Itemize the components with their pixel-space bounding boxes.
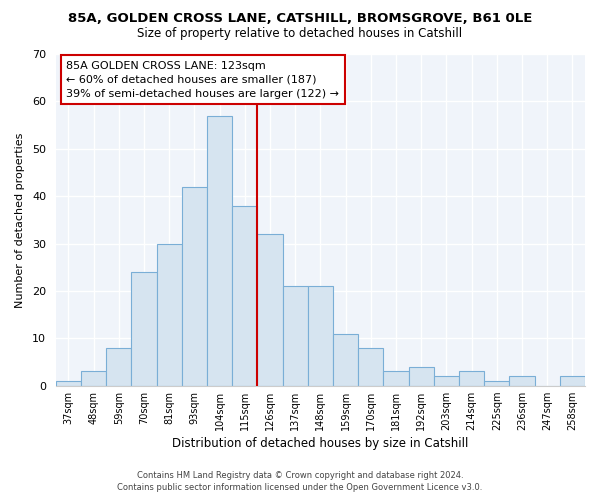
Bar — [106, 348, 131, 386]
Text: 85A GOLDEN CROSS LANE: 123sqm
← 60% of detached houses are smaller (187)
39% of : 85A GOLDEN CROSS LANE: 123sqm ← 60% of d… — [67, 60, 340, 98]
Bar — [157, 244, 182, 386]
Bar — [509, 376, 535, 386]
Bar — [333, 334, 358, 386]
Bar — [182, 186, 207, 386]
Bar — [257, 234, 283, 386]
Text: 85A, GOLDEN CROSS LANE, CATSHILL, BROMSGROVE, B61 0LE: 85A, GOLDEN CROSS LANE, CATSHILL, BROMSG… — [68, 12, 532, 26]
Text: Size of property relative to detached houses in Catshill: Size of property relative to detached ho… — [137, 28, 463, 40]
Bar — [131, 272, 157, 386]
Bar — [383, 372, 409, 386]
Text: Contains HM Land Registry data © Crown copyright and database right 2024.
Contai: Contains HM Land Registry data © Crown c… — [118, 471, 482, 492]
Bar — [56, 381, 81, 386]
Bar — [81, 372, 106, 386]
Bar — [358, 348, 383, 386]
Bar — [232, 206, 257, 386]
Y-axis label: Number of detached properties: Number of detached properties — [15, 132, 25, 308]
Bar — [283, 286, 308, 386]
Bar — [207, 116, 232, 386]
Bar — [434, 376, 459, 386]
Bar — [560, 376, 585, 386]
Bar — [409, 366, 434, 386]
Bar — [308, 286, 333, 386]
Bar — [484, 381, 509, 386]
Bar — [459, 372, 484, 386]
X-axis label: Distribution of detached houses by size in Catshill: Distribution of detached houses by size … — [172, 437, 469, 450]
